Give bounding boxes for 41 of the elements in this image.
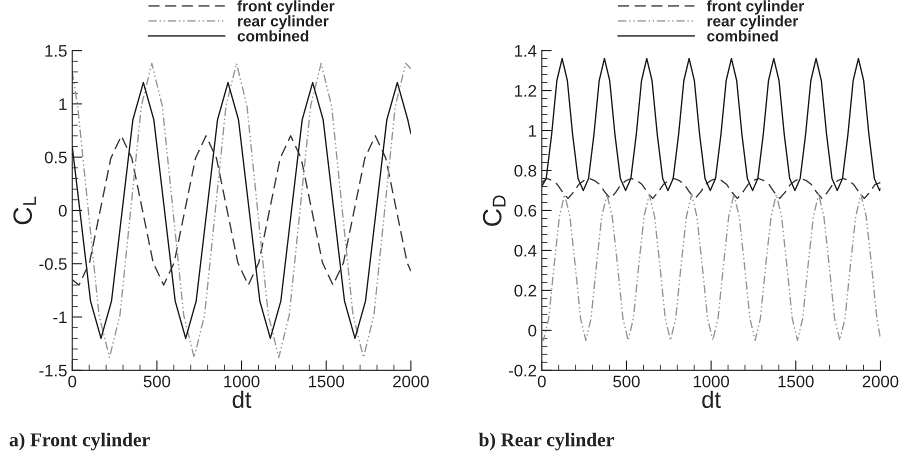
y-tick-label: 0.5 [44,152,67,164]
y-tick-label: 0.6 [514,204,536,217]
x-tick-label: 2000 [393,376,429,388]
legend-label: front cylinder [237,0,334,14]
x-tick-label: 1500 [308,376,344,388]
y-tick-label: 1 [59,98,67,110]
legend-label: front cylinder [706,0,804,14]
y-tick-label: 1.5 [45,45,67,57]
legend-label: combined [707,30,778,42]
legend-label: rear cylinder [708,15,798,30]
y-tick-label: -1.5 [39,364,67,377]
x-tick-label: 1500 [778,376,814,388]
y-tick-label: 0 [528,324,536,337]
x-axis-title: dt [232,390,252,408]
y-tick-label: -0.5 [39,258,67,270]
line-series [72,135,411,286]
y-tick-label: 0.4 [514,244,536,257]
legend-label: rear cylinder [238,15,329,30]
text: a) Front cylinder [10,432,150,450]
x-tick-label: 1000 [224,376,260,388]
x-axis-title: dt [702,390,721,408]
line-series [542,194,880,342]
y-tick-label: 0.8 [514,164,536,177]
y-axis-title: C$_{D}$ [482,195,506,226]
line-series [542,178,880,200]
y-tick-label: -0.2 [508,364,536,377]
x-tick-label: 500 [144,376,170,388]
y-tick-label: 0 [58,204,67,217]
x-tick-label: 2000 [862,376,898,388]
x-tick-label: 1000 [694,376,729,388]
x-tick-label: 500 [613,376,640,388]
legend-label: combined [238,30,308,42]
x-tick-label: 0 [68,376,76,388]
y-tick-label: 1.4 [515,45,536,57]
y-tick-label: -1 [53,312,67,324]
y-tick-label: 1 [528,125,536,137]
text: b) Rear cylinder [478,432,614,450]
y-axis-title: C$_{L}$ [13,196,36,224]
y-tick-label: 0.2 [514,284,536,297]
x-tick-label: 0 [538,376,546,388]
y-tick-label: 1.2 [515,84,536,97]
